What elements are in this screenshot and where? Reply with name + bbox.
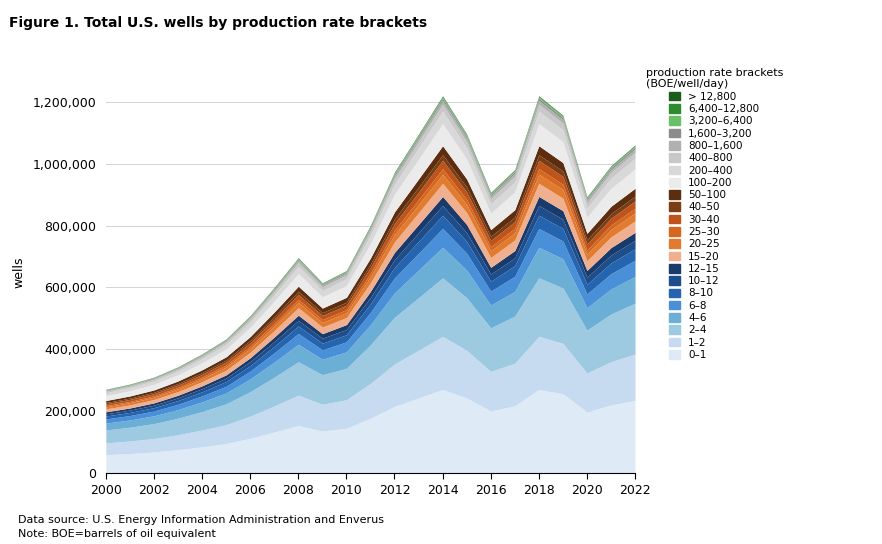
Text: Data source: U.S. Energy Information Administration and Enverus: Data source: U.S. Energy Information Adm… [18, 515, 384, 525]
Legend: > 12,800, 6,400–12,800, 3,200–6,400, 1,600–3,200, 800–1,600, 400–800, 200–400, 1: > 12,800, 6,400–12,800, 3,200–6,400, 1,6… [646, 68, 783, 360]
Y-axis label: wells: wells [12, 256, 26, 288]
Text: Note: BOE=barrels of oil equivalent: Note: BOE=barrels of oil equivalent [18, 529, 215, 539]
Text: Figure 1. Total U.S. wells by production rate brackets: Figure 1. Total U.S. wells by production… [9, 16, 427, 30]
